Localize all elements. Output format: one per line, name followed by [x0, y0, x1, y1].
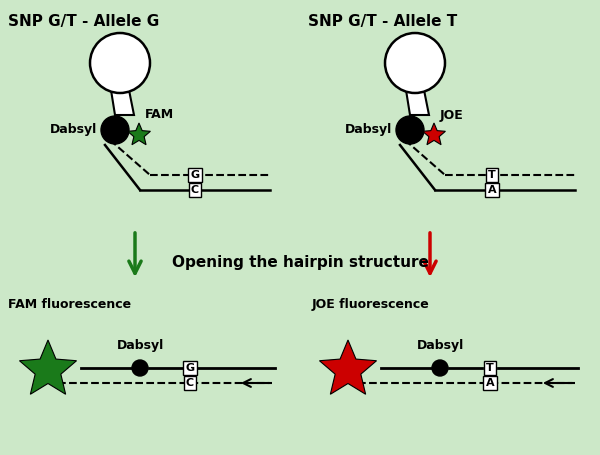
Text: FAM fluorescence: FAM fluorescence: [8, 298, 131, 311]
Text: T: T: [486, 363, 494, 373]
Polygon shape: [319, 340, 377, 394]
Text: Dabsyl: Dabsyl: [116, 339, 164, 352]
Text: T: T: [488, 170, 496, 180]
Text: C: C: [191, 185, 199, 195]
Text: C: C: [186, 378, 194, 388]
Circle shape: [385, 33, 445, 93]
Polygon shape: [128, 123, 151, 145]
Circle shape: [396, 116, 424, 144]
Text: Opening the hairpin structure: Opening the hairpin structure: [172, 254, 428, 269]
Text: A: A: [485, 378, 494, 388]
Text: FAM: FAM: [145, 108, 174, 121]
Text: G: G: [185, 363, 194, 373]
Text: JOE fluorescence: JOE fluorescence: [312, 298, 430, 311]
Circle shape: [90, 33, 150, 93]
Text: JOE: JOE: [440, 108, 464, 121]
Text: Dabsyl: Dabsyl: [50, 123, 97, 136]
Text: Dabsyl: Dabsyl: [416, 339, 464, 352]
Circle shape: [432, 360, 448, 376]
Text: G: G: [190, 170, 200, 180]
Text: Dabsyl: Dabsyl: [345, 123, 392, 136]
Polygon shape: [111, 90, 134, 115]
Polygon shape: [406, 90, 429, 115]
Polygon shape: [19, 340, 77, 394]
Text: A: A: [488, 185, 496, 195]
Polygon shape: [422, 123, 445, 145]
Text: SNP G/T - Allele T: SNP G/T - Allele T: [308, 14, 457, 29]
Circle shape: [101, 116, 129, 144]
Circle shape: [132, 360, 148, 376]
Text: SNP G/T - Allele G: SNP G/T - Allele G: [8, 14, 159, 29]
